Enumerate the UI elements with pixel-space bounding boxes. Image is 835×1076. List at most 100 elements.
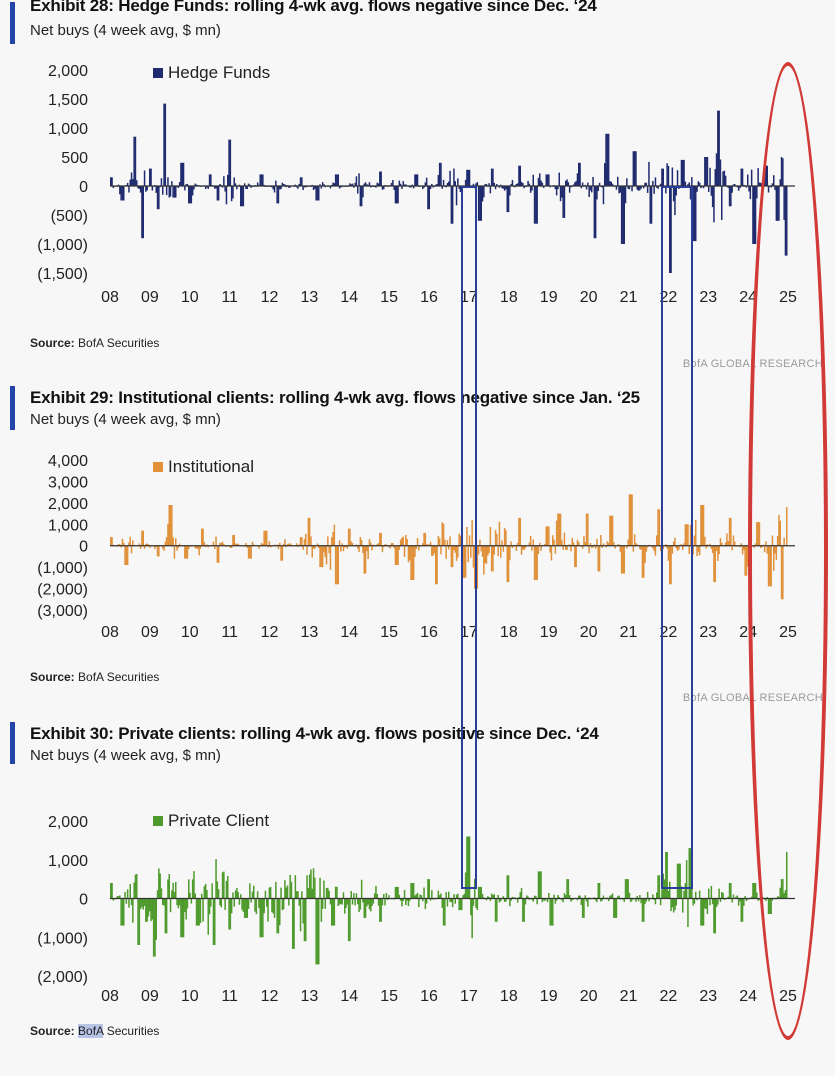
bar [442, 179, 445, 186]
bar [167, 879, 169, 899]
bar [198, 898, 200, 926]
bar [640, 898, 642, 904]
bar [544, 543, 546, 546]
bar [344, 545, 346, 548]
bar [321, 182, 324, 186]
bar [492, 895, 494, 899]
bar [687, 524, 689, 546]
bar [565, 895, 567, 899]
bar [726, 533, 728, 546]
bar [566, 179, 568, 186]
bar [502, 545, 505, 552]
bar [727, 186, 729, 188]
bar [112, 898, 115, 901]
x-tick-label: 24 [739, 988, 757, 1005]
bar [110, 177, 112, 186]
bar [359, 537, 362, 546]
bar [667, 890, 670, 899]
bar [171, 505, 173, 546]
bar [654, 545, 657, 556]
bar [314, 186, 316, 189]
x-tick-label: 18 [500, 988, 518, 1005]
bar [498, 186, 501, 188]
bar [368, 539, 371, 546]
bar [259, 174, 261, 186]
bar [449, 898, 451, 902]
bar [522, 898, 524, 922]
bar [412, 883, 415, 899]
bar [299, 898, 302, 932]
bar [162, 898, 164, 905]
bar [364, 182, 367, 186]
bar [463, 893, 466, 899]
bar [441, 186, 443, 189]
bar [481, 545, 484, 557]
bar [258, 898, 260, 909]
bar [310, 536, 312, 546]
bar [688, 545, 690, 554]
bar [260, 174, 263, 186]
bar [380, 171, 382, 186]
bar [363, 898, 365, 918]
bar [713, 898, 715, 934]
bar [119, 544, 121, 546]
bar [224, 898, 226, 910]
bar [357, 545, 359, 549]
bar [620, 545, 623, 574]
bar [394, 545, 397, 565]
bar [591, 186, 593, 193]
bar [555, 186, 558, 196]
bar [708, 888, 710, 899]
bar [357, 898, 359, 905]
bar [550, 898, 553, 926]
legend-label: Hedge Funds [168, 63, 270, 82]
bar [689, 848, 692, 899]
bar [641, 898, 644, 922]
bar [630, 898, 632, 903]
bar [662, 873, 664, 899]
bar [347, 528, 350, 546]
x-tick-label: 20 [580, 624, 598, 641]
bar [756, 892, 758, 899]
bar [303, 538, 306, 546]
bar [557, 186, 559, 190]
bar [368, 182, 371, 186]
bar [740, 543, 742, 546]
bar [354, 898, 356, 906]
bar [341, 543, 343, 546]
bar [737, 186, 740, 191]
bar [255, 898, 258, 915]
bar [373, 893, 376, 899]
bar [175, 186, 177, 198]
bar [392, 543, 394, 546]
bar [189, 892, 191, 899]
x-tick-label: 20 [580, 988, 598, 1005]
bar [745, 545, 748, 576]
bar [583, 898, 585, 918]
bar [523, 898, 525, 922]
bar [591, 545, 593, 548]
bar [658, 509, 661, 546]
bar [458, 186, 460, 189]
bar [216, 881, 219, 899]
bar [618, 186, 620, 194]
bar [665, 852, 667, 899]
bar [299, 177, 302, 186]
bar [710, 545, 713, 549]
bar [609, 895, 611, 899]
bar [717, 545, 719, 561]
bar [142, 898, 144, 910]
bar [234, 543, 237, 546]
bar [448, 891, 450, 899]
bar [627, 539, 629, 546]
bar [126, 545, 129, 565]
bar [334, 886, 337, 899]
bar [632, 151, 635, 186]
bar [376, 182, 378, 186]
bar [492, 168, 494, 186]
bar [711, 545, 714, 553]
bar [714, 898, 716, 934]
bar [260, 543, 263, 546]
bar [500, 898, 502, 902]
bar [136, 874, 138, 899]
